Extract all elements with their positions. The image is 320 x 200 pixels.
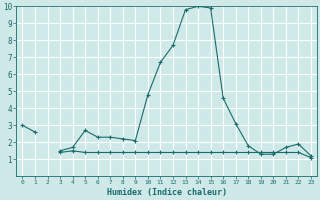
X-axis label: Humidex (Indice chaleur): Humidex (Indice chaleur) bbox=[107, 188, 227, 197]
